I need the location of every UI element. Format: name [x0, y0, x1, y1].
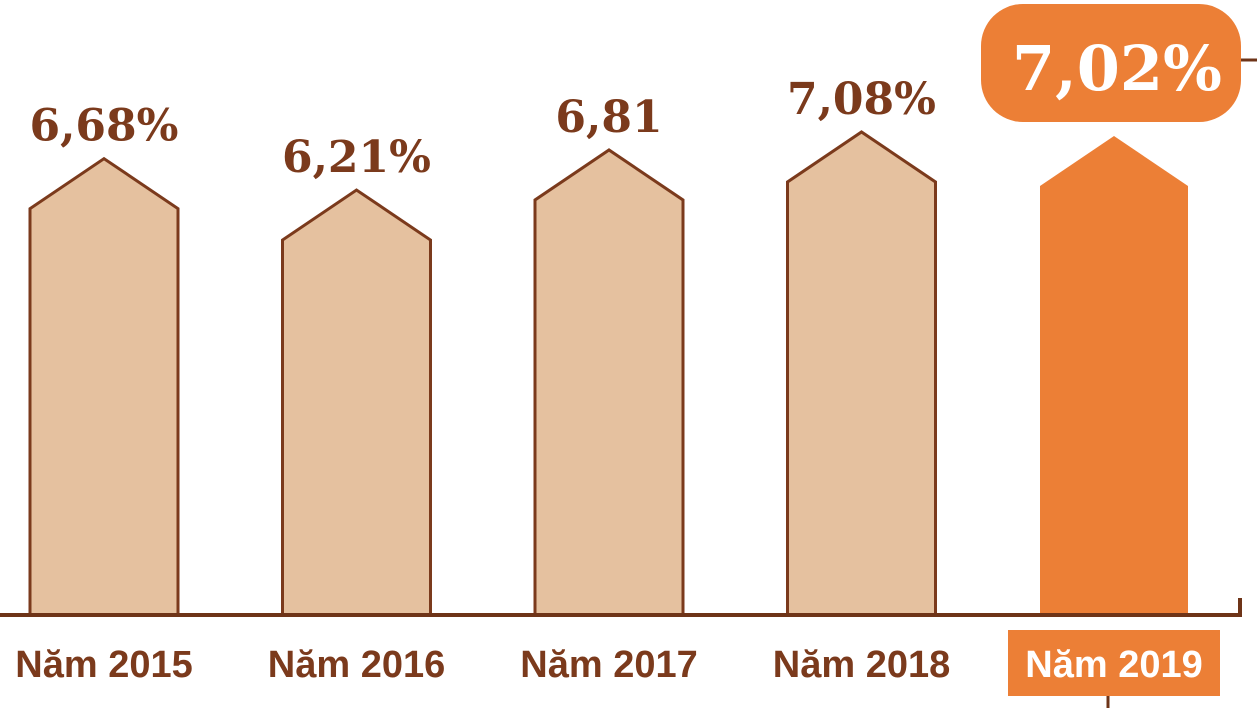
highlight-callout: 7,02%: [981, 4, 1257, 122]
x-tick-label-4: Năm 2018: [773, 644, 950, 686]
x-labels-group: Năm 2015 Năm 2016 Năm 2017 Năm 2018 Năm 2019: [15, 630, 1220, 708]
bars-group: [28, 130, 1188, 617]
x-tick-label-5: Năm 2019: [1025, 644, 1202, 686]
value-label-1: 6,68%: [30, 101, 179, 152]
value-label-5: 7,02%: [1012, 32, 1222, 105]
value-label-3: 6,81: [555, 92, 662, 143]
bar-5: [1040, 135, 1188, 615]
value-label-2: 6,21%: [282, 132, 431, 183]
bar-3: [533, 148, 685, 617]
highlight-value-pill: [981, 4, 1241, 122]
x-tick-label-3: Năm 2017: [520, 644, 697, 686]
value-label-4: 7,08%: [787, 74, 936, 125]
x-tick-label-2: Năm 2016: [268, 644, 445, 686]
highlight-label-box: [1008, 630, 1220, 696]
bar-2: [281, 188, 432, 617]
value-labels-group: 6,68% 6,21% 6,81 7,08%: [30, 74, 936, 183]
x-tick-label-1: Năm 2015: [15, 644, 192, 686]
bar-4: [786, 130, 937, 617]
bar-1: [28, 156, 180, 617]
